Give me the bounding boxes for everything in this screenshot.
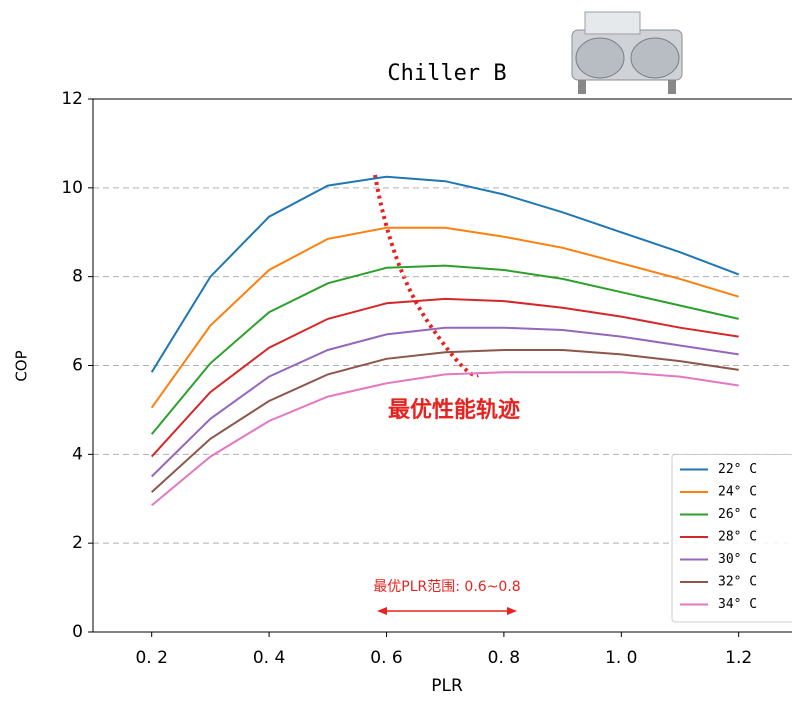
chart-title: Chiller B (387, 61, 506, 86)
series-line (150, 326, 739, 478)
x-tick-label: 0. 8 (488, 648, 520, 668)
x-tick-label: 0. 2 (135, 648, 167, 668)
series-line (150, 264, 739, 435)
legend-label: 30° C (718, 552, 757, 567)
legend-label: 32° C (718, 575, 757, 590)
range-arrow (377, 607, 517, 615)
x-tick-label: 1. 0 (605, 648, 637, 668)
y-tick-label: 0 (72, 622, 83, 642)
series-line (150, 175, 740, 373)
annotation: 最优性能轨迹 (388, 397, 520, 423)
y-tick-label: 12 (61, 89, 83, 109)
chiller-image (571, 11, 683, 94)
y-tick-label: 2 (72, 533, 83, 553)
x-axis-label: PLR (431, 676, 463, 696)
legend-label: 26° C (718, 507, 757, 522)
series-line (150, 297, 739, 458)
legend-box (671, 454, 792, 623)
series-line (150, 226, 739, 409)
y-axis-label: COP (13, 350, 31, 381)
series-line (151, 349, 739, 493)
legend-label: 34° C (718, 597, 757, 612)
y-tick-label: 10 (61, 178, 83, 198)
x-tick-label: 0. 6 (370, 648, 402, 668)
optimal-trajectory (373, 174, 479, 378)
series-line (151, 371, 739, 507)
legend-label: 24° C (718, 485, 757, 500)
annotation: 最优PLR范围: 0.6~0.8 (373, 578, 520, 595)
y-tick-label: 4 (72, 444, 83, 464)
legend-label: 28° C (718, 530, 757, 545)
y-tick-label: 8 (72, 267, 83, 287)
x-tick-label: 0. 4 (253, 648, 285, 668)
y-tick-label: 6 (72, 356, 83, 376)
x-tick-label: 1.2 (725, 648, 752, 668)
legend-label: 22° C (718, 462, 757, 477)
legend: 22° C 24° C 26° C 28° C 30° C 32° C 34° C (671, 454, 792, 623)
